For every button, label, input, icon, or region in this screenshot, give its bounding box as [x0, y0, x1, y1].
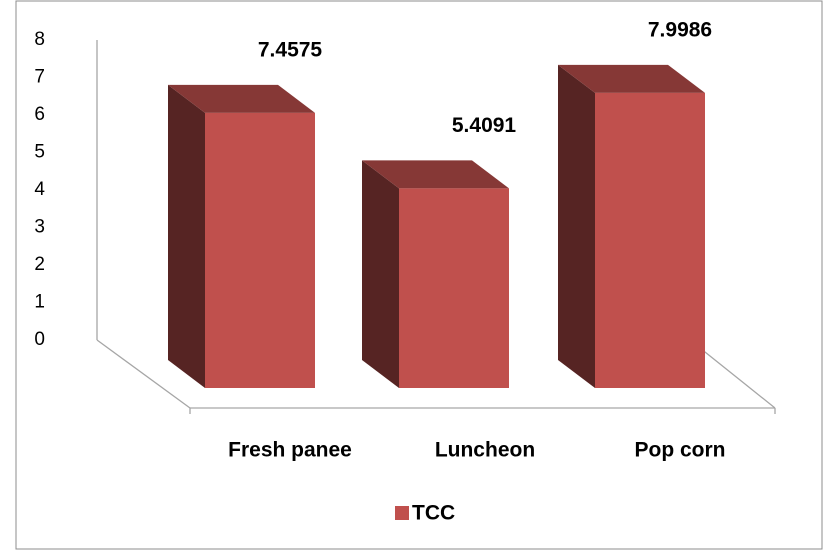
- value-label: 7.4575: [258, 38, 323, 61]
- bar-side: [558, 64, 595, 389]
- bar-front: [205, 112, 315, 389]
- bar: [558, 64, 705, 389]
- bar-top: [168, 84, 315, 113]
- y-tick-label: 1: [34, 292, 45, 313]
- floor: [96, 40, 776, 414]
- bar-front: [399, 188, 509, 388]
- y-tick-label: 6: [34, 104, 45, 125]
- y-tick-label: 2: [34, 254, 45, 275]
- bar-front: [595, 92, 705, 389]
- y-tick-label: 3: [34, 217, 45, 238]
- y-tick-label: 4: [34, 179, 45, 200]
- x-tick-label: Pop corn: [634, 439, 725, 462]
- value-label: 7.9986: [648, 18, 712, 41]
- bar-side: [168, 84, 205, 389]
- bar: [362, 160, 509, 388]
- x-tick-label: Luncheon: [435, 439, 535, 462]
- bar-side: [362, 160, 399, 388]
- legend-label: TCC: [412, 502, 455, 525]
- bar: [168, 84, 315, 389]
- legend-swatch: [395, 506, 409, 520]
- y-tick-label: 8: [34, 29, 45, 50]
- y-tick-label: 0: [34, 329, 45, 350]
- bar-top: [558, 64, 705, 93]
- value-label: 5.4091: [452, 114, 517, 137]
- x-tick-label: Fresh panee: [228, 439, 352, 462]
- y-tick-label: 5: [34, 142, 45, 163]
- y-tick-label: 7: [34, 67, 45, 88]
- bar-top: [362, 160, 509, 189]
